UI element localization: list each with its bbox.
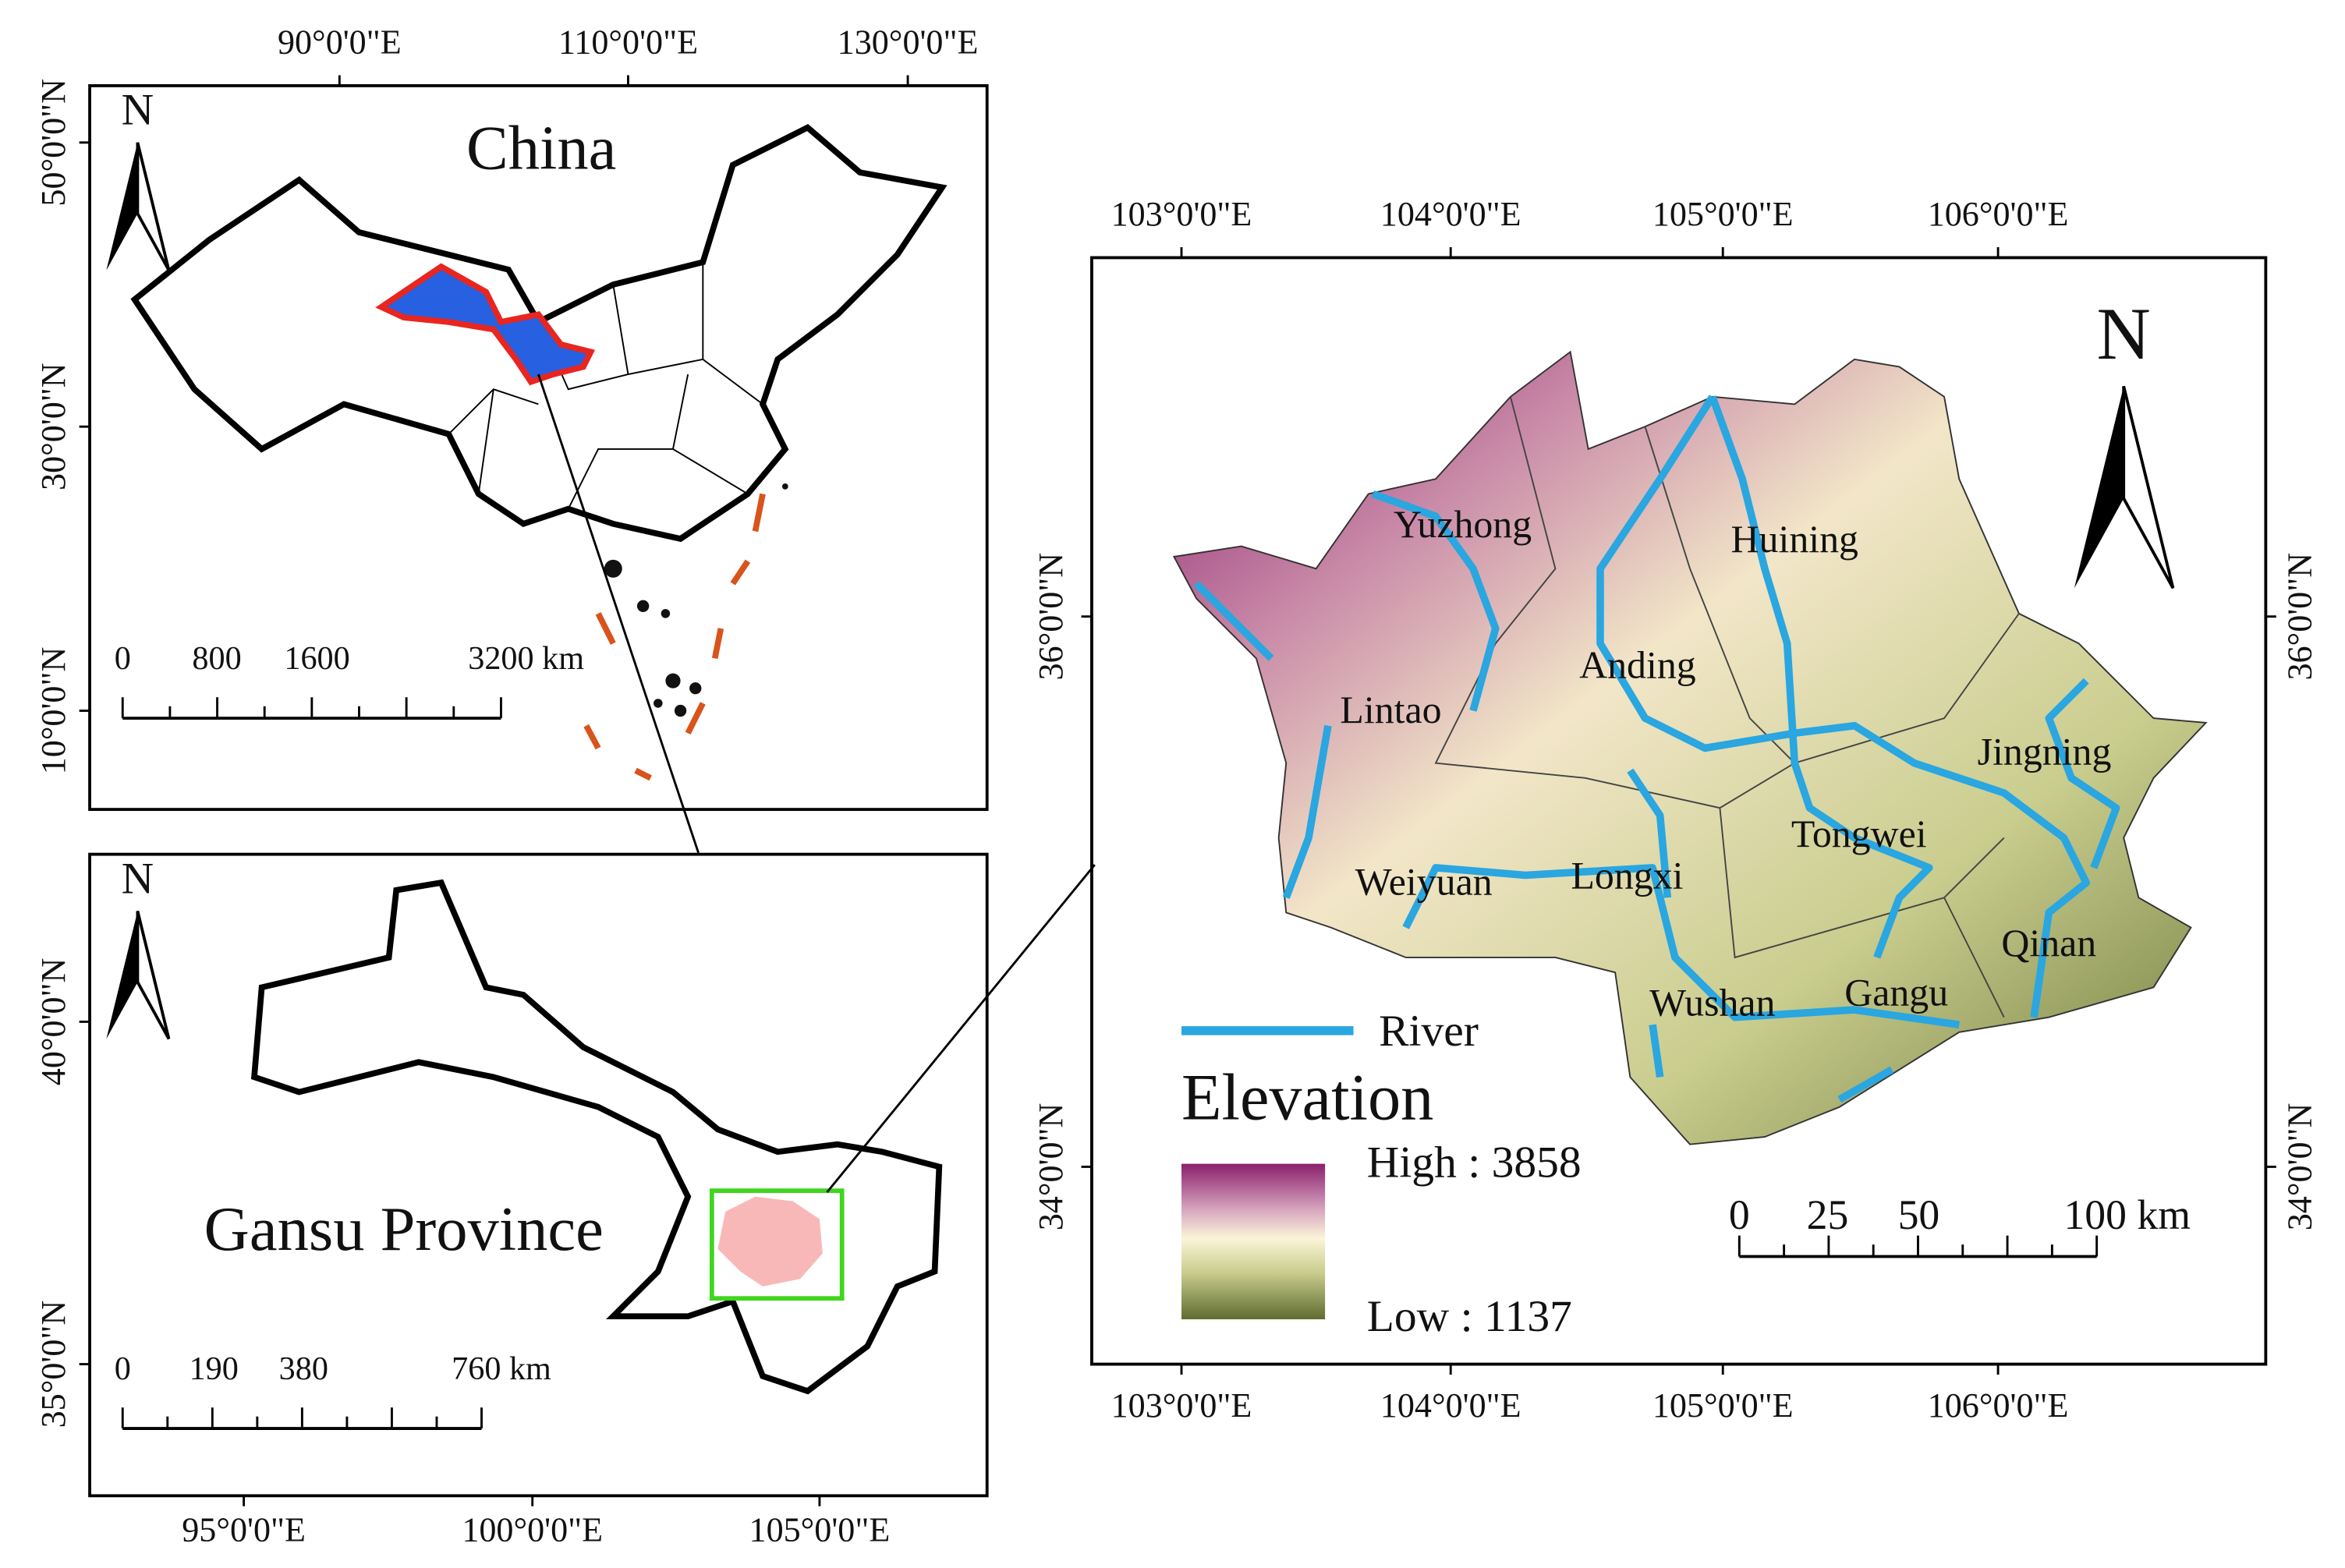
county-label: Anding: [1579, 643, 1696, 686]
panel-title: China: [466, 114, 616, 183]
north-label: N: [122, 854, 154, 903]
scale-bar-label: 0: [115, 1350, 131, 1387]
connector-line: [537, 373, 700, 854]
x-tick-label: 103°0'0"E: [1111, 195, 1252, 233]
north-arrow-left: [106, 911, 138, 1039]
scale-bar-label: 760 km: [452, 1350, 551, 1387]
study-area-elevation: [1172, 350, 2208, 1145]
study-frame: [1090, 256, 2268, 1366]
y-tick-label: 34°0'0"N: [1032, 1103, 1070, 1231]
county-label: Tongwei: [1791, 812, 1927, 855]
north-label: N: [122, 86, 154, 135]
county-label: Jingning: [1978, 731, 2112, 773]
scale-bar-label: 100 km: [2063, 1191, 2191, 1238]
county-label: Wushan: [1649, 982, 1775, 1025]
north-arrow-right: [136, 142, 171, 271]
study-area-box: [709, 1188, 845, 1301]
x-tick-label: 103°0'0"E: [1111, 1386, 1252, 1425]
legend-high-label: High : 3858: [1367, 1138, 1582, 1188]
y-tick-label: 10°0'0"N: [34, 647, 73, 775]
county-label: Yuzhong: [1394, 503, 1532, 546]
x-tick-label: 130°0'0"E: [838, 23, 979, 61]
legend-river-label: River: [1379, 1007, 1479, 1056]
x-tick-label: 106°0'0"E: [1928, 1386, 2069, 1425]
y-tick-label: 50°0'0"N: [34, 79, 73, 207]
county-label: Weiyuan: [1355, 860, 1493, 903]
county-label: Qinan: [2001, 922, 2096, 965]
connector-line: [826, 864, 1096, 1193]
county-label: Lintao: [1340, 688, 1441, 731]
county-label: Huining: [1731, 518, 1858, 561]
china-frame: [88, 84, 989, 812]
x-tick-label: 95°0'0"E: [182, 1510, 306, 1549]
y-tick-label: 36°0'0"N: [2280, 553, 2318, 681]
scale-bar-label: 3200 km: [468, 640, 584, 677]
panel-title: Gansu Province: [204, 1195, 604, 1264]
legend-elevation-title: Elevation: [1181, 1061, 1433, 1134]
north-label: N: [2097, 292, 2151, 375]
x-tick-label: 105°0'0"E: [1652, 1386, 1794, 1425]
x-tick-label: 105°0'0"E: [749, 1510, 891, 1549]
islands: [604, 483, 788, 717]
county-label: Gangu: [1844, 971, 1948, 1014]
scale-bar-label: 0: [1729, 1191, 1750, 1238]
gansu-frame: [88, 852, 989, 1498]
x-tick-label: 104°0'0"E: [1380, 1386, 1521, 1425]
legend-elevation-ramp: [1181, 1163, 1326, 1320]
x-tick-label: 105°0'0"E: [1652, 195, 1794, 233]
y-tick-label: 40°0'0"N: [34, 958, 73, 1086]
y-tick-label: 36°0'0"N: [1032, 553, 1070, 681]
gansu-outline: [250, 879, 943, 1395]
x-tick-label: 100°0'0"E: [462, 1510, 603, 1549]
north-arrow-right: [136, 911, 171, 1040]
scale-bar-label: 190: [190, 1350, 239, 1387]
scale-bar-label: 0: [115, 640, 131, 677]
x-tick-label: 106°0'0"E: [1928, 195, 2069, 233]
island-dashes: [583, 493, 766, 781]
scale-bar-label: 1600: [284, 640, 349, 677]
x-tick-label: 110°0'0"E: [558, 23, 698, 61]
province-borders: [448, 262, 763, 510]
y-tick-label: 34°0'0"N: [2280, 1103, 2318, 1231]
x-tick-label: 104°0'0"E: [1380, 195, 1521, 233]
north-arrow-left: [2074, 386, 2124, 589]
y-tick-label: 30°0'0"N: [34, 363, 73, 490]
scale-bar-label: 25: [1807, 1191, 1849, 1238]
study-area-pink: [717, 1196, 823, 1287]
gansu-highlight: [375, 263, 596, 386]
north-arrow-right: [2122, 385, 2175, 589]
scale-bar-label: 50: [1898, 1191, 1940, 1238]
y-tick-label: 35°0'0"N: [34, 1301, 73, 1428]
north-arrow-left: [106, 142, 138, 271]
county-label: Longxi: [1571, 855, 1683, 897]
scale-bar-label: 800: [192, 640, 241, 677]
legend-low-label: Low : 1137: [1367, 1292, 1572, 1341]
x-tick-label: 90°0'0"E: [278, 23, 402, 61]
rivers: [1193, 395, 2120, 1103]
scale-bar-label: 380: [279, 1350, 328, 1387]
